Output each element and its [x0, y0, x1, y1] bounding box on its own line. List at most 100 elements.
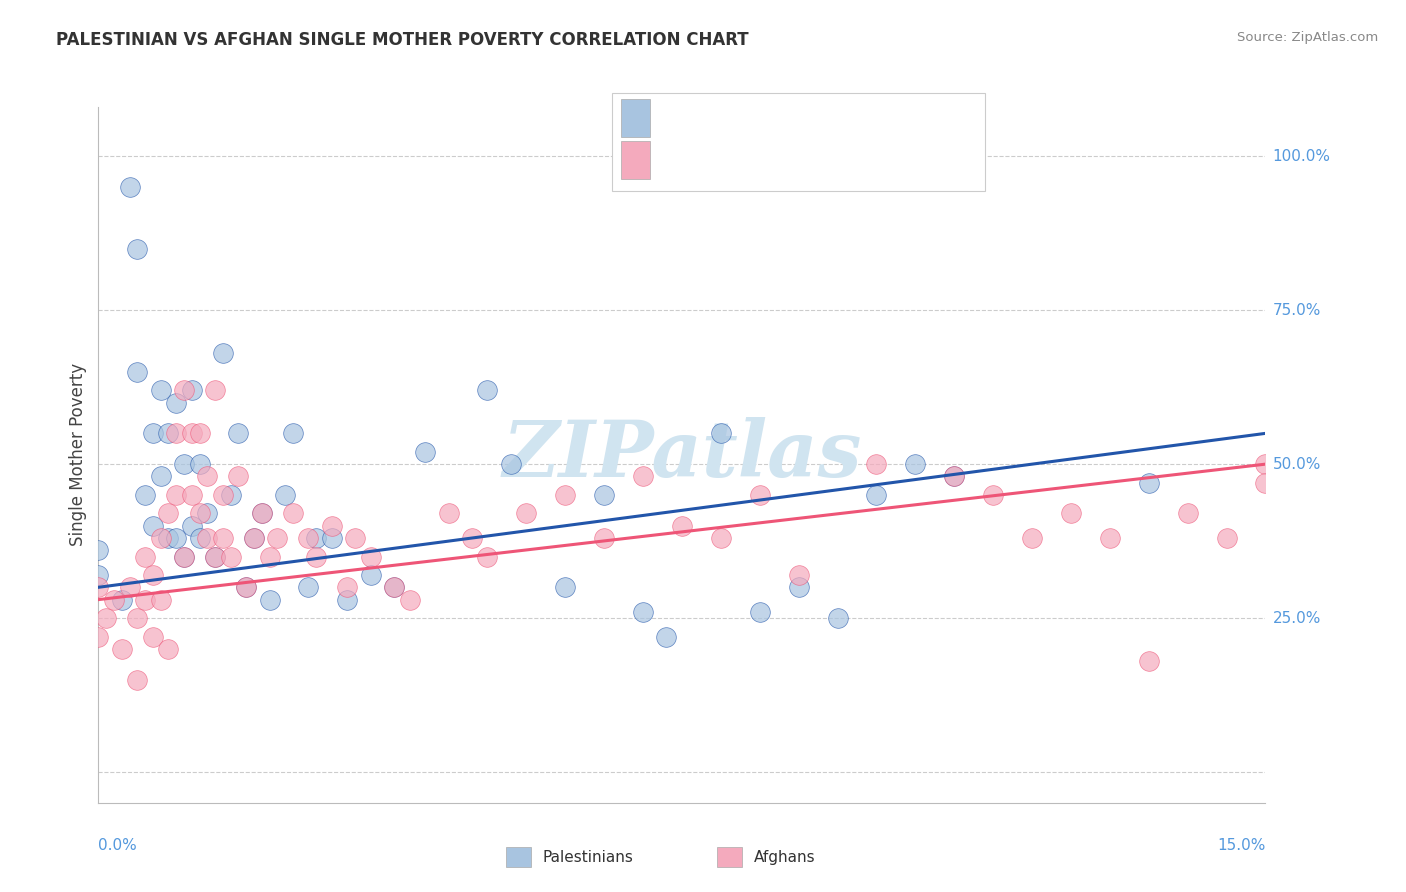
Point [281, 426, 304, 441]
Point [1254, 457, 1277, 471]
Point [787, 580, 810, 594]
Point [180, 384, 202, 398]
Point [188, 426, 211, 441]
Point [1021, 531, 1043, 545]
Text: R = 0.251   N = 68: R = 0.251 N = 68 [662, 153, 814, 167]
Point [188, 457, 211, 471]
Point [360, 568, 382, 582]
Point [305, 549, 328, 564]
Point [1137, 654, 1160, 668]
Point [87, 568, 110, 582]
Point [142, 630, 165, 644]
Point [1215, 531, 1237, 545]
Point [655, 630, 678, 644]
Point [554, 488, 576, 502]
Point [204, 549, 226, 564]
Point [382, 580, 405, 594]
Point [157, 641, 180, 656]
Point [499, 457, 522, 471]
Point [250, 507, 273, 521]
Point [118, 580, 141, 594]
Point [413, 445, 436, 459]
Point [336, 580, 359, 594]
Text: 100.0%: 100.0% [1272, 149, 1330, 164]
Point [631, 469, 654, 483]
Point [281, 507, 304, 521]
Point [173, 549, 195, 564]
Point [671, 518, 693, 533]
Point [212, 488, 235, 502]
Point [134, 549, 156, 564]
Point [142, 426, 165, 441]
Point [157, 531, 180, 545]
Point [943, 469, 966, 483]
Point [127, 611, 149, 625]
Point [212, 346, 235, 360]
Point [165, 531, 187, 545]
Point [250, 507, 273, 521]
Point [904, 457, 927, 471]
Point [259, 549, 281, 564]
Point [1098, 531, 1121, 545]
Point [219, 488, 242, 502]
Text: 0.0%: 0.0% [98, 838, 138, 854]
Point [195, 531, 218, 545]
Text: Palestinians: Palestinians [543, 850, 634, 864]
Point [274, 488, 297, 502]
Point [87, 580, 110, 594]
Point [149, 592, 172, 607]
Point [1254, 475, 1277, 490]
Point [204, 549, 226, 564]
Point [266, 531, 288, 545]
Point [195, 507, 218, 521]
Point [235, 580, 257, 594]
Text: PALESTINIAN VS AFGHAN SINGLE MOTHER POVERTY CORRELATION CHART: PALESTINIAN VS AFGHAN SINGLE MOTHER POVE… [56, 31, 749, 49]
Point [134, 488, 156, 502]
Point [165, 426, 187, 441]
Point [865, 488, 887, 502]
Point [827, 611, 849, 625]
Point [593, 531, 616, 545]
Point [157, 426, 180, 441]
Point [710, 426, 733, 441]
Point [173, 457, 195, 471]
Point [180, 426, 202, 441]
Point [382, 580, 405, 594]
Point [111, 641, 134, 656]
Text: 15.0%: 15.0% [1218, 838, 1265, 854]
Point [103, 592, 125, 607]
Point [748, 488, 770, 502]
Point [336, 592, 359, 607]
Point [593, 488, 616, 502]
Point [235, 580, 257, 594]
Point [360, 549, 382, 564]
Point [149, 531, 172, 545]
Point [157, 507, 180, 521]
Point [188, 507, 211, 521]
Point [127, 365, 149, 379]
Point [321, 518, 343, 533]
Point [127, 673, 149, 687]
Text: ZIPatlas: ZIPatlas [502, 417, 862, 493]
Point [243, 531, 266, 545]
Text: Source: ZipAtlas.com: Source: ZipAtlas.com [1237, 31, 1378, 45]
Point [195, 469, 218, 483]
Point [554, 580, 576, 594]
Text: 50.0%: 50.0% [1272, 457, 1320, 472]
Point [305, 531, 328, 545]
Y-axis label: Single Mother Poverty: Single Mother Poverty [69, 363, 87, 547]
Point [1177, 507, 1199, 521]
Point [127, 242, 149, 256]
Point [631, 605, 654, 619]
Point [710, 531, 733, 545]
Point [134, 592, 156, 607]
Point [204, 384, 226, 398]
Point [477, 549, 499, 564]
Point [180, 488, 202, 502]
Point [149, 384, 172, 398]
Point [87, 630, 110, 644]
Point [142, 568, 165, 582]
Text: 75.0%: 75.0% [1272, 302, 1320, 318]
Point [149, 469, 172, 483]
Point [1060, 507, 1083, 521]
